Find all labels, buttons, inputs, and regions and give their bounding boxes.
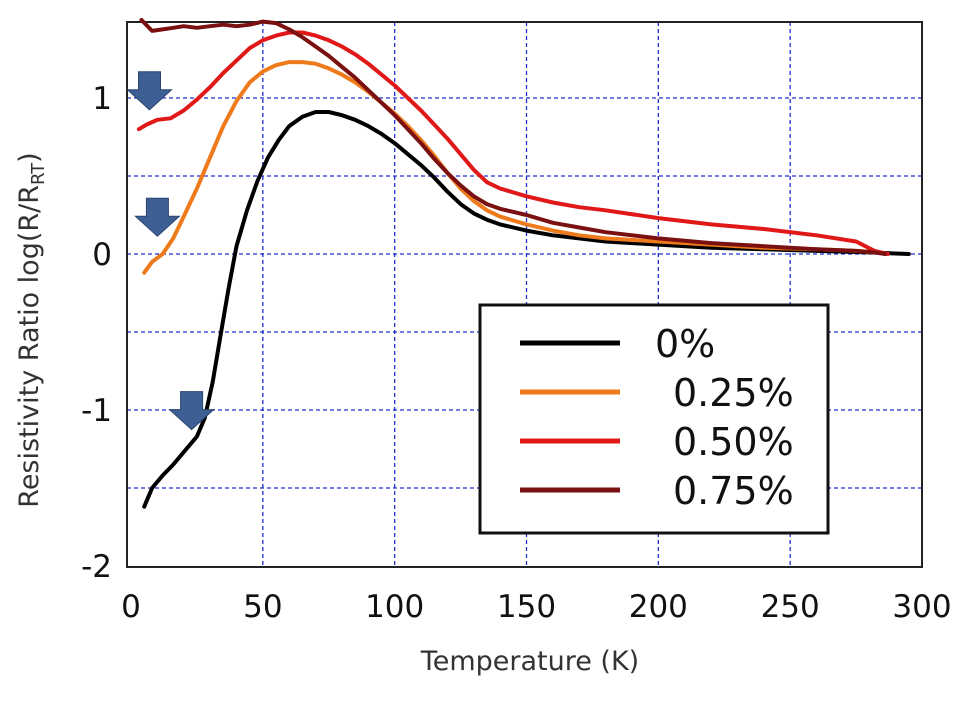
x-tick-label: 200 (629, 589, 688, 625)
y-axis-title-main: Resistivity Ratio log(R/R (14, 185, 45, 508)
legend: 0% 0.25% 0.50% 0.75% (478, 303, 830, 535)
y-tick-label: 0 (92, 237, 112, 273)
axis-ticks: 0 50 100 150 200 250 300 1 0 -1 -2 (81, 81, 952, 625)
down-arrow-icon (126, 71, 173, 111)
y-tick-label: 1 (92, 81, 112, 117)
x-tick-label: 0 (121, 589, 141, 625)
legend-label: 0.50% (673, 420, 794, 464)
x-tick-label: 300 (892, 589, 951, 625)
y-tick-label: -1 (81, 393, 112, 429)
series-line (142, 60, 877, 275)
legend-label: 0.75% (673, 469, 794, 513)
legend-label: 0.25% (673, 371, 794, 415)
down-arrow-icon (168, 391, 215, 431)
down-arrow-icon (134, 197, 181, 237)
legend-label: 0% (655, 322, 715, 366)
x-tick-label: 100 (365, 589, 424, 625)
series-line (139, 18, 888, 256)
series-line (136, 30, 890, 256)
y-axis-title: Resistivity Ratio log(R/RRT) (14, 152, 49, 507)
series-lines (136, 18, 911, 509)
y-tick-label: -2 (81, 549, 112, 585)
series-line (142, 110, 911, 509)
annotation-arrows (126, 71, 215, 431)
plot-frame (126, 21, 923, 568)
y-axis-title-subscript: RT (28, 162, 49, 185)
x-axis-title: Temperature (K) (420, 646, 639, 677)
x-tick-label: 150 (497, 589, 556, 625)
x-tick-label: 50 (243, 589, 282, 625)
x-tick-label: 250 (761, 589, 820, 625)
y-axis-title-close: ) (14, 152, 45, 163)
